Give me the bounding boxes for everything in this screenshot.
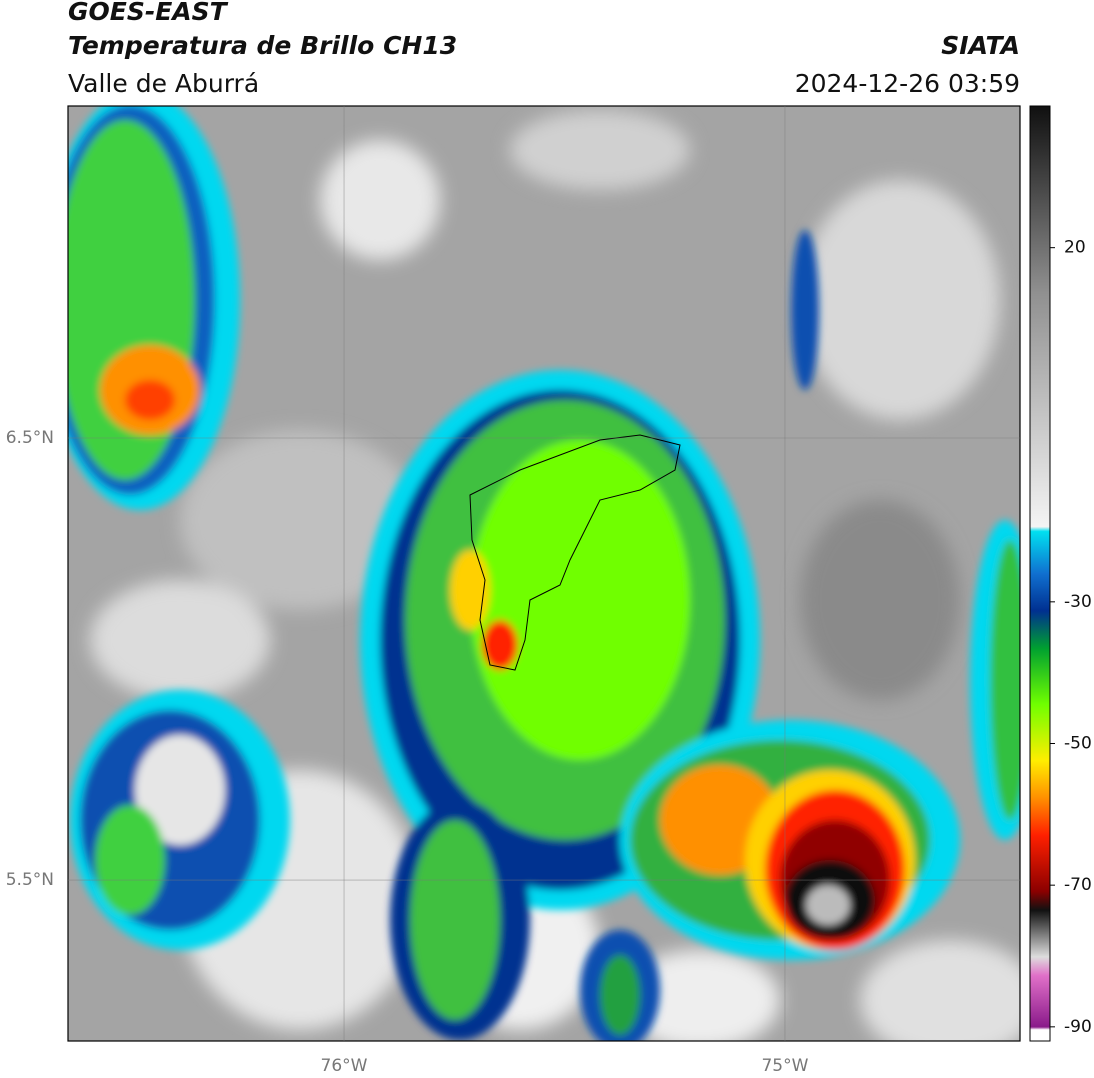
colorbar-tick-label: -50	[1064, 734, 1092, 754]
map-frame	[67, 105, 1021, 1042]
satellite-image	[68, 106, 1020, 1041]
datetime: 2024-12-26 03:59	[795, 69, 1020, 98]
colorbar-tick-label: -30	[1064, 592, 1092, 612]
colorbar-tick-label: -90	[1064, 1017, 1092, 1037]
municipal-boundaries	[469, 434, 681, 671]
colorbar	[1029, 105, 1051, 1042]
lon-tick-label: 75°W	[761, 1056, 808, 1076]
lat-tick-label: 5.5°N	[6, 870, 54, 890]
subtitle: Temperatura de Brillo CH13	[68, 31, 457, 60]
colorbar-tick-label: 20	[1064, 238, 1086, 258]
colorbar-tick-label: -70	[1064, 875, 1092, 895]
lat-tick-label: 6.5°N	[6, 428, 54, 448]
source: SIATA	[941, 31, 1020, 60]
region: Valle de Aburrá	[68, 69, 259, 98]
lon-tick-label: 76°W	[321, 1056, 368, 1076]
title: GOES-EAST	[68, 0, 229, 26]
